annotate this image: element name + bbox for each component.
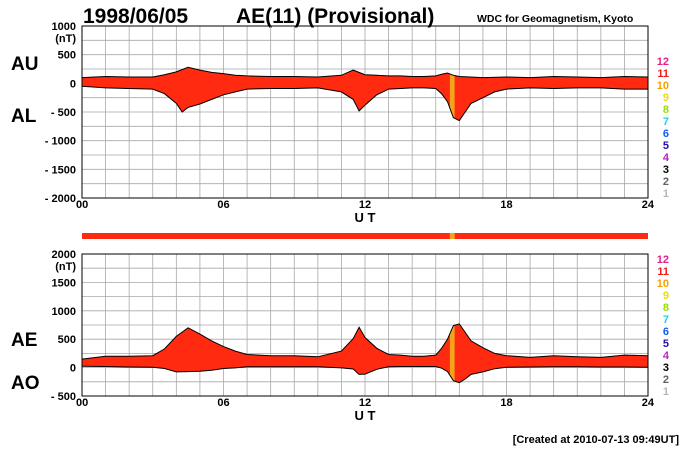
coverage-segment xyxy=(82,233,450,239)
au-al-plot-frame xyxy=(81,25,649,199)
legend-station-count: 3 xyxy=(663,164,669,176)
legend-station-count: 9 xyxy=(663,92,669,104)
ao-label: AO xyxy=(11,373,40,394)
legend-station-count: 1 xyxy=(663,188,669,200)
ae-ao-y-tick-label: 1500 xyxy=(52,277,76,289)
ae-ao-y-tick-label: 500 xyxy=(58,334,76,346)
au-al-x-ticks: 00 06 12 18 24 xyxy=(76,199,655,211)
legend-station-count: 3 xyxy=(663,362,669,374)
created-timestamp: [Created at 2010-07-13 09:49UT] xyxy=(513,434,680,446)
legend-station-count: 1 xyxy=(663,386,669,398)
legend-station-count: 6 xyxy=(663,326,669,338)
legend-station-count: 7 xyxy=(663,116,669,128)
ae-ao-y-tick-label: 1000 xyxy=(52,306,76,318)
ae-label: AE xyxy=(11,330,37,351)
au-al-panel: 1000 500 0 - 500 - 1000 - 1500 - 2000 00 06 12 18… xyxy=(11,21,655,225)
ae-ao-y-tick-label: 0 xyxy=(70,363,76,375)
ae-ao-x-tick-label: 12 xyxy=(359,397,371,409)
series-line-ao xyxy=(81,365,649,384)
coverage-segment xyxy=(449,233,455,239)
legend-station-count: 2 xyxy=(663,176,669,188)
legend-station-count: 10 xyxy=(657,80,669,92)
legend-station-count: 9 xyxy=(663,290,669,302)
legend-station-count: 12 xyxy=(657,56,669,68)
ae-ao-x-tick-label: 06 xyxy=(217,397,229,409)
legend-station-count: 10 xyxy=(657,278,669,290)
au-al-x-tick-label: 06 xyxy=(217,199,229,211)
au-al-y-tick-label: 0 xyxy=(70,78,76,90)
ae-ao-y-unit: (nT) xyxy=(55,261,76,273)
au-al-y-tick-label: - 1000 xyxy=(45,136,76,148)
ae-ao-plot-frame xyxy=(81,253,649,397)
au-al-lines xyxy=(81,66,649,122)
au-al-x-tick-label: 18 xyxy=(500,199,512,211)
legend-station-count: 5 xyxy=(663,140,669,152)
legend-station-count: 4 xyxy=(663,350,670,362)
au-al-y-unit: (nT) xyxy=(55,33,76,45)
series-line-au xyxy=(81,66,649,79)
ae-ao-x-tick-label: 00 xyxy=(76,397,88,409)
legend-station-count: 8 xyxy=(663,302,669,314)
au-al-y-ticks: 1000 500 0 - 500 - 1000 - 1500 - 2000 xyxy=(45,21,76,205)
ae-ao-x-ticks: 00 06 12 18 24 xyxy=(76,397,655,409)
ae-ao-x-axis-label: U T xyxy=(355,408,376,423)
ae-ao-highlight-band xyxy=(449,323,455,383)
al-label: AL xyxy=(11,106,37,127)
ae-ao-y-ticks: 2000 1500 1000 500 0 - 500 xyxy=(51,249,76,403)
au-al-x-tick-label: 24 xyxy=(642,199,655,211)
au-al-x-axis-label: U T xyxy=(355,210,376,225)
series-line-ae xyxy=(81,323,649,360)
au-al-grid xyxy=(82,26,648,198)
au-al-x-tick-label: 12 xyxy=(359,199,371,211)
ae-ao-y-tick-label: 2000 xyxy=(52,249,76,261)
chart-title: AE(11) (Provisional) xyxy=(236,5,434,28)
au-al-x-tick-label: 00 xyxy=(76,199,88,211)
legend-station-count: 7 xyxy=(663,314,669,326)
au-al-y-tick-label: - 2000 xyxy=(45,193,76,205)
series-line-al xyxy=(81,85,648,122)
legend-station-count: 5 xyxy=(663,338,669,350)
legend-station-count: 2 xyxy=(663,374,669,386)
ae-ao-grid xyxy=(82,254,648,396)
au-al-highlight-band xyxy=(449,67,455,121)
au-al-highlight-band xyxy=(449,67,455,121)
au-al-y-tick-label: 1000 xyxy=(52,21,76,33)
legend-station-count: 4 xyxy=(663,152,670,164)
au-al-y-tick-label: - 1500 xyxy=(45,164,76,176)
legend-station-count: 11 xyxy=(657,68,669,80)
ae-ao-lines xyxy=(81,323,649,384)
legend-station-count: 6 xyxy=(663,128,669,140)
legend-station-count: 12 xyxy=(657,254,669,266)
ae-ao-y-tick-label: - 500 xyxy=(51,391,76,403)
legend-station-count: 8 xyxy=(663,104,669,116)
station-coverage-bar xyxy=(82,233,648,239)
au-al-y-tick-label: 500 xyxy=(58,50,76,62)
ae-ao-x-tick-label: 24 xyxy=(642,397,655,409)
legend-station-count: 11 xyxy=(657,266,669,278)
au-label: AU xyxy=(11,54,38,75)
au-al-envelope-fill xyxy=(82,67,648,121)
coverage-segment xyxy=(454,233,648,239)
ae-ao-x-tick-label: 18 xyxy=(500,397,512,409)
ae-ao-highlight-band xyxy=(449,323,455,383)
au-al-area xyxy=(82,67,648,121)
au-al-y-tick-label: - 500 xyxy=(51,107,76,119)
date-label: 1998/06/05 xyxy=(83,5,188,28)
source-label: WDC for Geomagnetism, Kyoto xyxy=(477,13,633,25)
ae-ao-panel: 2000 1500 1000 500 0 - 500 00 06 12 18 24 (nT) AE… xyxy=(11,249,655,423)
